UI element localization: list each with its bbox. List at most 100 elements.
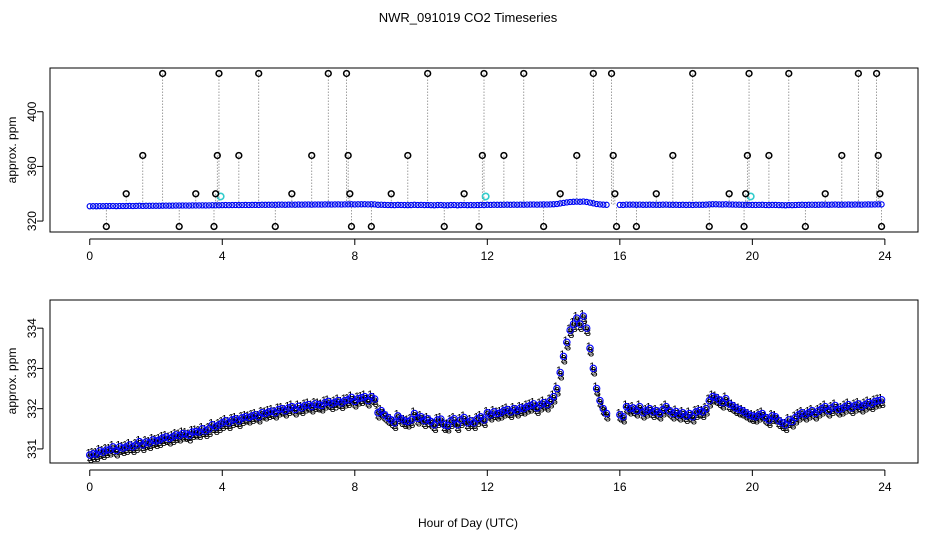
- bottom-level1-mark: 1: [516, 400, 522, 412]
- bottom-x-axis: 0 4 8 12 16 20 24: [86, 469, 892, 494]
- top-mean-point: [845, 201, 852, 208]
- bottom-level3-mark: 3: [658, 413, 664, 425]
- top-mean-point: [229, 201, 236, 209]
- top-outlier-point: [877, 222, 886, 231]
- bottom-level3-mark: 3: [784, 424, 790, 436]
- bottom-level3-mark: 3: [535, 407, 541, 419]
- bottom-level3-mark: 3: [273, 412, 279, 424]
- bottom-level1-mark: 1: [619, 409, 625, 421]
- bottom-level1-mark: 1: [818, 401, 824, 413]
- bottom-level3-mark: 3: [840, 408, 846, 420]
- top-mean-point: [557, 200, 564, 207]
- top-mean-point: [815, 201, 822, 208]
- bottom-level3-mark: 3: [409, 419, 415, 431]
- top-mean-point: [739, 201, 746, 208]
- bottom-level3-mark: 3: [297, 405, 303, 417]
- top-x-tick-label: 0: [86, 249, 93, 263]
- bottom-level1-mark: 1: [506, 404, 512, 416]
- top-outlier-point: [460, 190, 468, 198]
- bottom-level1-mark: 1: [808, 403, 814, 415]
- bottom-level3-mark: 3: [750, 415, 756, 427]
- top-mean-point: [732, 201, 739, 208]
- bottom-level1-mark: 1: [142, 435, 148, 447]
- top-outlier-point: [539, 222, 548, 231]
- bottom-level3-mark: 3: [684, 415, 690, 427]
- bottom-level1-mark: 1: [804, 405, 810, 417]
- top-mean-point: [540, 201, 547, 208]
- top-mean-point: [371, 201, 378, 208]
- bottom-level3-mark: 3: [707, 400, 713, 412]
- top-outlier-point: [801, 222, 810, 231]
- bottom-level3-mark: 3: [462, 417, 468, 429]
- top-mean-point: [696, 201, 703, 208]
- top-mean-point: [268, 201, 276, 208]
- bottom-level1-mark: 1: [423, 411, 429, 423]
- bottom-mean-point: [877, 396, 886, 404]
- top-mean-point: [497, 201, 504, 208]
- bottom-level3-mark: 3: [429, 421, 435, 433]
- top-outlier-point: [607, 69, 616, 78]
- top-y-tick-label: 320: [25, 211, 39, 231]
- bottom-level3-mark: 3: [767, 419, 773, 431]
- bottom-level3-mark: 3: [220, 422, 226, 434]
- top-mean-point: [692, 201, 700, 208]
- bottom-mean-point: [549, 392, 558, 401]
- bottom-level3-mark: 3: [562, 355, 568, 367]
- top-mean-point: [832, 201, 839, 208]
- top-mean-point: [381, 201, 388, 209]
- bottom-level3-mark: 3: [197, 431, 203, 443]
- top-mean-point: [288, 201, 295, 208]
- top-outlier-point: [556, 190, 564, 198]
- top-x-tick-label: 12: [481, 249, 495, 263]
- top-outlier-point: [346, 190, 354, 198]
- bottom-level3-mark: 3: [124, 446, 130, 458]
- bottom-level3-mark: 3: [177, 435, 183, 447]
- bottom-level1-mark: 1: [218, 415, 224, 427]
- bottom-level1-mark: 1: [201, 423, 207, 435]
- bottom-mean-point: [735, 405, 743, 414]
- bottom-level3-mark: 3: [95, 453, 101, 465]
- top-mean-point: [338, 201, 345, 208]
- bottom-mean-point: [559, 352, 568, 361]
- top-mean-point: [673, 201, 680, 208]
- bottom-level3-mark: 3: [227, 422, 233, 434]
- top-mean-point: [242, 201, 249, 209]
- bottom-level1-mark: 1: [404, 414, 410, 426]
- top-mean-point: [649, 201, 657, 208]
- top-outlier-point: [612, 222, 621, 231]
- top-mean-point: [865, 201, 872, 208]
- top-outlier-point: [475, 222, 483, 231]
- bottom-level1-mark: 1: [811, 406, 817, 418]
- top-mean-point: [116, 202, 123, 210]
- bottom-level1-mark: 1: [566, 323, 572, 335]
- top-mean-point: [315, 201, 322, 208]
- bottom-level3-mark: 3: [98, 450, 104, 462]
- bottom-mean-point: [745, 410, 753, 419]
- bottom-level1-mark: 1: [374, 405, 380, 417]
- bottom-level3-mark: 3: [774, 416, 780, 428]
- top-mean-point: [494, 201, 501, 208]
- bottom-level3-mark: 3: [661, 408, 667, 420]
- bottom-level1-mark: 1: [208, 417, 214, 429]
- bottom-level1-mark: 1: [450, 411, 456, 423]
- bottom-level1-mark: 1: [225, 415, 231, 427]
- bottom-level3-mark: 3: [529, 404, 535, 416]
- bottom-level1-mark: 1: [311, 396, 317, 408]
- bottom-level1-mark: 1: [685, 406, 691, 418]
- bottom-level1-mark: 1: [115, 439, 121, 451]
- top-mean-point: [126, 202, 133, 210]
- top-mean-point: [573, 198, 580, 205]
- bottom-level1-mark: 1: [165, 431, 171, 443]
- bottom-level1-mark: 1: [195, 425, 201, 437]
- top-mean-point: [205, 202, 213, 209]
- top-mean-point: [537, 201, 544, 208]
- bottom-level3-mark: 3: [803, 414, 809, 426]
- bottom-level1-mark: 1: [602, 406, 608, 418]
- bottom-mean-point: [722, 394, 730, 403]
- bottom-level3-mark: 3: [194, 431, 200, 443]
- bottom-level1-mark: 1: [582, 321, 588, 333]
- bottom-level3-mark: 3: [366, 400, 372, 412]
- bottom-mean-point: [702, 404, 710, 413]
- bottom-level1-mark: 1: [387, 413, 393, 425]
